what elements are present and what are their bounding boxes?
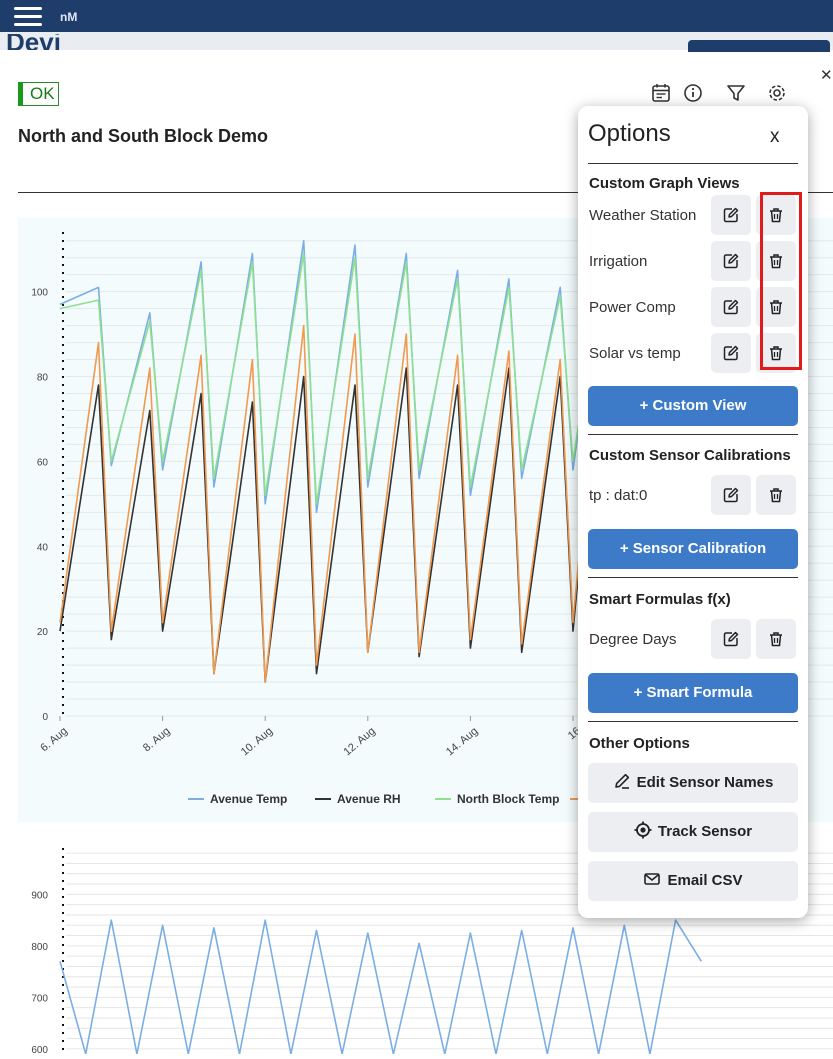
y-tick-label: 0 — [42, 712, 48, 723]
edit-graph-view-button[interactable] — [711, 333, 751, 373]
y-tick-label: 800 — [31, 942, 48, 953]
x-tick-label: 6. Aug — [38, 725, 70, 754]
add-custom-view-button[interactable]: + Custom View — [588, 386, 798, 426]
pencil-icon — [723, 207, 739, 223]
legend-label: Avenue Temp — [210, 792, 287, 806]
email-csv-label: Email CSV — [667, 872, 743, 889]
edit-formula-button[interactable] — [711, 619, 751, 659]
trash-icon — [770, 208, 782, 223]
gear-icon[interactable] — [766, 82, 788, 104]
pencil-icon — [723, 631, 739, 647]
status-badge: OK — [18, 82, 59, 106]
page-title: North and South Block Demo — [18, 126, 269, 146]
y-tick-label: 900 — [31, 890, 48, 901]
background-header-button — [688, 40, 830, 52]
edit-graph-view-button[interactable] — [711, 287, 751, 327]
series-line — [59, 919, 702, 1055]
options-close-button[interactable]: x — [770, 126, 780, 147]
options-title: Options — [588, 120, 671, 147]
filter-icon[interactable] — [725, 82, 747, 104]
trash-icon — [770, 300, 782, 315]
y-tick-label: 700 — [31, 993, 48, 1004]
crosshair-icon — [634, 821, 652, 839]
graph-view-label: Solar vs temp — [589, 345, 681, 362]
hamburger-icon[interactable] — [14, 4, 44, 26]
delete-buttons-highlight — [760, 192, 802, 370]
trash-icon — [770, 632, 782, 647]
edit-sensor-names-label: Edit Sensor Names — [636, 774, 774, 791]
brand-label: nM — [60, 10, 78, 24]
pencil-icon — [723, 299, 739, 315]
pencil-icon — [723, 345, 739, 361]
email-csv-button[interactable]: Email CSV — [588, 861, 798, 901]
delete-formula-button[interactable] — [756, 619, 796, 659]
section-title-smart-formulas: Smart Formulas f(x) — [589, 591, 731, 608]
y-tick-label: 20 — [37, 627, 49, 638]
legend-label: North Block Temp — [457, 792, 559, 806]
top-app-bar: nM — [0, 0, 833, 32]
section-title-other-options: Other Options — [589, 735, 690, 752]
y-tick-label: 40 — [37, 542, 49, 553]
edit-sensor-names-button[interactable]: Edit Sensor Names — [588, 763, 798, 803]
calendar-icon[interactable] — [650, 82, 672, 104]
options-title-rule — [588, 163, 798, 164]
section-rule — [588, 721, 798, 722]
calibration-label: tp : dat:0 — [589, 487, 648, 504]
section-rule — [588, 434, 798, 435]
y-tick-label: 80 — [37, 373, 49, 384]
series-line — [59, 252, 600, 505]
x-tick-label: 12. Aug — [341, 725, 377, 758]
series-line — [59, 324, 600, 683]
add-sensor-calibration-button[interactable]: + Sensor Calibration — [588, 529, 798, 569]
track-sensor-button[interactable]: Track Sensor — [588, 812, 798, 852]
y-tick-label: 60 — [37, 457, 49, 468]
edit-graph-view-button[interactable] — [711, 195, 751, 235]
edit-calibration-button[interactable] — [711, 475, 751, 515]
legend-label: Avenue RH — [337, 792, 401, 806]
close-modal-icon[interactable]: ✕ — [820, 67, 833, 84]
pencil-icon — [614, 773, 629, 789]
y-tick-label: 100 — [31, 288, 48, 299]
add-smart-formula-button[interactable]: + Smart Formula — [588, 673, 798, 713]
graph-view-label: Irrigation — [589, 253, 648, 270]
trash-icon — [770, 488, 782, 503]
mail-icon — [644, 873, 661, 885]
x-tick-label: 10. Aug — [239, 725, 275, 758]
delete-calibration-button[interactable] — [756, 475, 796, 515]
info-icon[interactable] — [682, 82, 704, 104]
options-panel: Options x Custom Graph Views Weather Sta… — [578, 106, 808, 918]
background-header-strip: Devi — [0, 32, 833, 52]
x-tick-label: 14. Aug — [444, 725, 480, 758]
x-tick-label: 8. Aug — [141, 725, 173, 754]
track-sensor-label: Track Sensor — [657, 823, 753, 840]
trash-icon — [770, 346, 782, 361]
section-title-custom-sensor-calibrations: Custom Sensor Calibrations — [589, 447, 791, 464]
graph-view-label: Weather Station — [589, 207, 697, 224]
formula-label: Degree Days — [589, 631, 677, 648]
background-page-title: Devi — [6, 34, 61, 50]
edit-graph-view-button[interactable] — [711, 241, 751, 281]
section-rule — [588, 577, 798, 578]
y-tick-label: 600 — [31, 1045, 48, 1054]
section-title-custom-graph-views: Custom Graph Views — [589, 175, 740, 192]
graph-view-label: Power Comp — [589, 299, 676, 316]
solar-chart-svg: 600 700 800 900 — [31, 848, 833, 1056]
pencil-icon — [723, 253, 739, 269]
title-divider — [18, 192, 833, 193]
pencil-icon — [723, 487, 739, 503]
trash-icon — [770, 254, 782, 269]
